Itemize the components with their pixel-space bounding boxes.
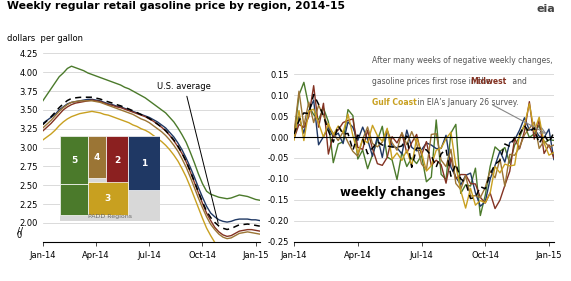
Text: 4: 4 (94, 153, 100, 162)
Bar (88, 136, 106, 178)
Text: Midwest: Midwest (470, 77, 506, 86)
Text: weekly changes: weekly changes (340, 186, 445, 199)
Text: 3: 3 (105, 194, 111, 203)
Bar (128, 136, 160, 191)
Text: 2: 2 (114, 156, 120, 165)
Text: //: // (17, 227, 23, 236)
Bar (60, 136, 88, 184)
Bar (88, 182, 128, 215)
Bar (60, 184, 88, 215)
Text: Weekly regular retail gasoline price by region, 2014-15: Weekly regular retail gasoline price by … (7, 1, 345, 12)
Text: dollars  per gallon: dollars per gallon (7, 34, 83, 43)
Text: 0: 0 (17, 231, 22, 240)
Text: Gulf Coast: Gulf Coast (372, 98, 417, 106)
Bar (106, 136, 128, 184)
Text: U.S. average: U.S. average (158, 82, 218, 223)
Text: in EIA’s January 26 survey.: in EIA’s January 26 survey. (415, 98, 518, 106)
Text: eia: eia (536, 4, 555, 14)
Text: After many weeks of negative weekly changes,: After many weeks of negative weekly chan… (372, 56, 553, 65)
Text: 1: 1 (141, 160, 147, 169)
Text: and: and (510, 77, 526, 86)
Text: 5: 5 (71, 156, 77, 165)
Text: gasoline prices first rose in the: gasoline prices first rose in the (372, 77, 493, 86)
Text: PADD Regions: PADD Regions (88, 214, 132, 219)
